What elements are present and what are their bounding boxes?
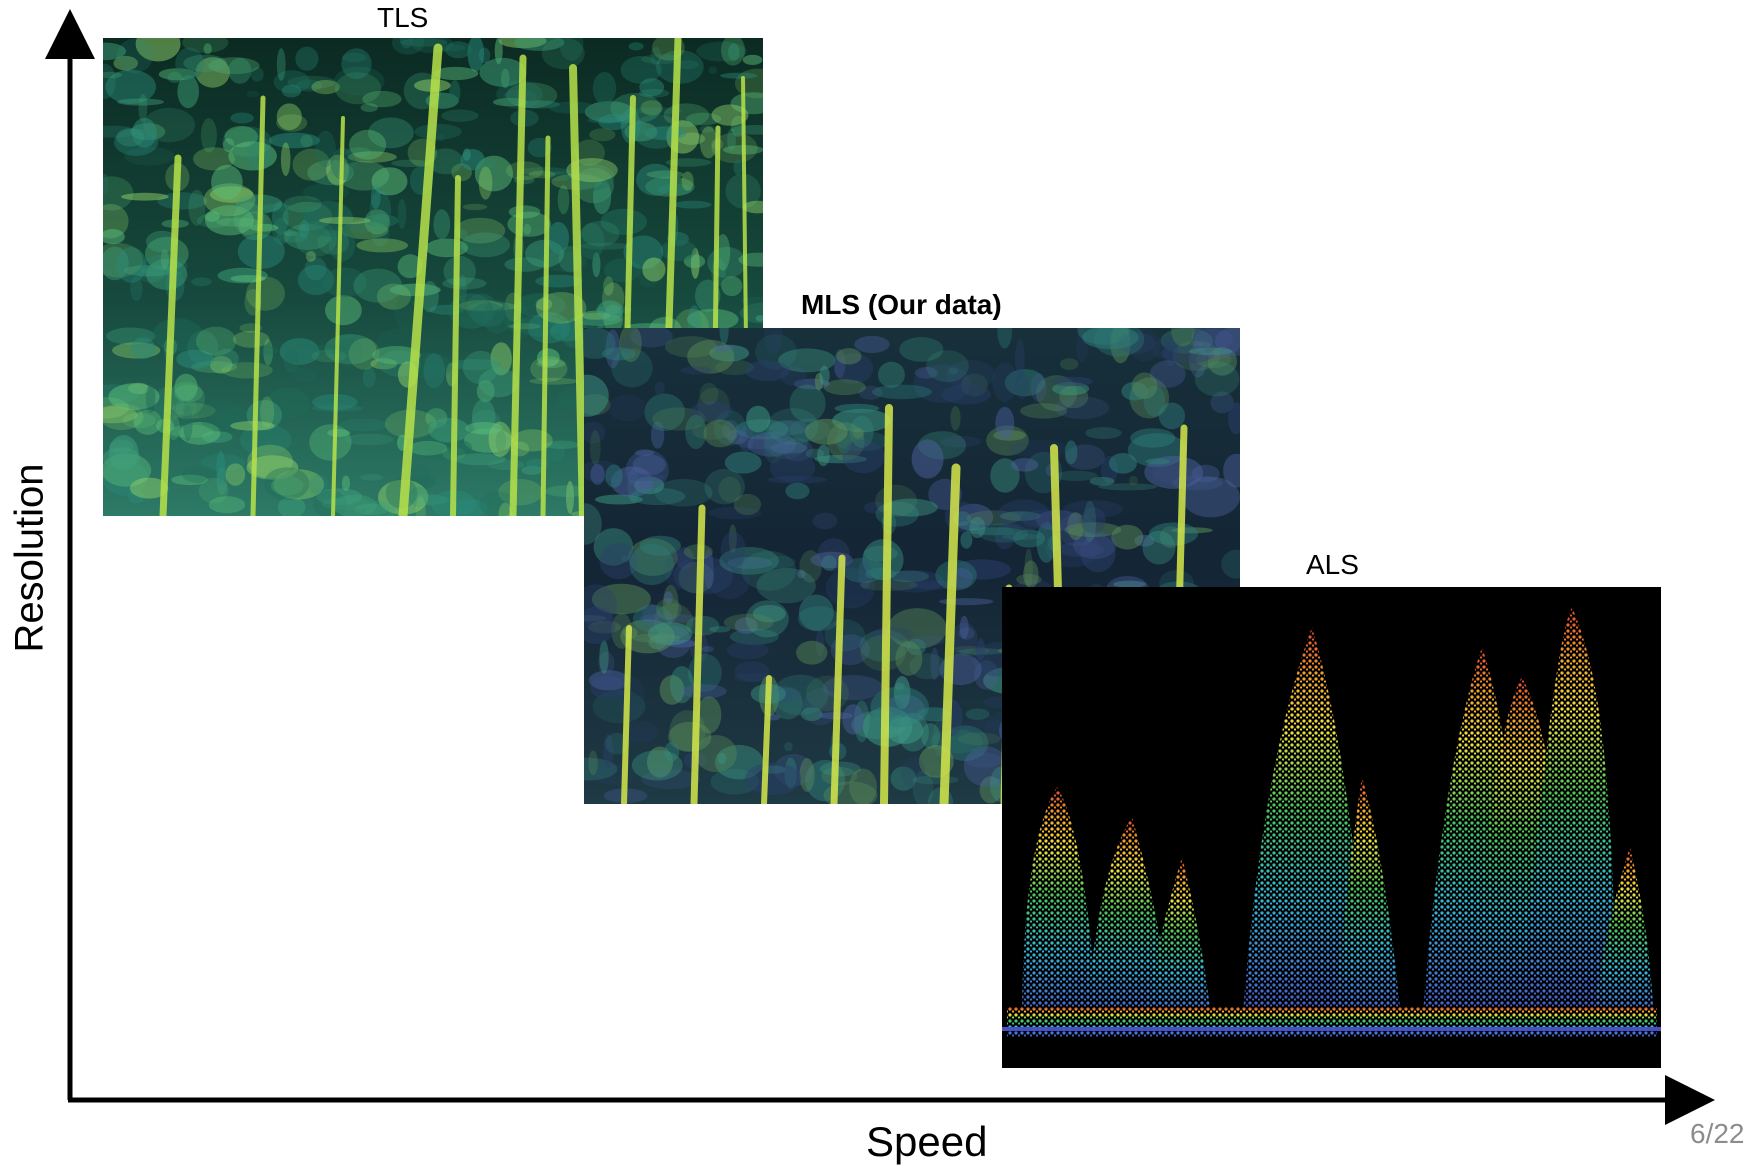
page-number: 6/22: [1690, 1118, 1745, 1149]
y-axis-label: Resolution: [7, 463, 52, 653]
als-point-cloud-image: [1002, 587, 1661, 1068]
tls-label: TLS: [377, 2, 429, 33]
tls-point-cloud-image: [103, 38, 763, 516]
als-label: ALS: [1306, 549, 1359, 580]
x-axis-label: Speed: [866, 1118, 988, 1165]
mls-label: MLS (Our data): [801, 289, 1002, 320]
